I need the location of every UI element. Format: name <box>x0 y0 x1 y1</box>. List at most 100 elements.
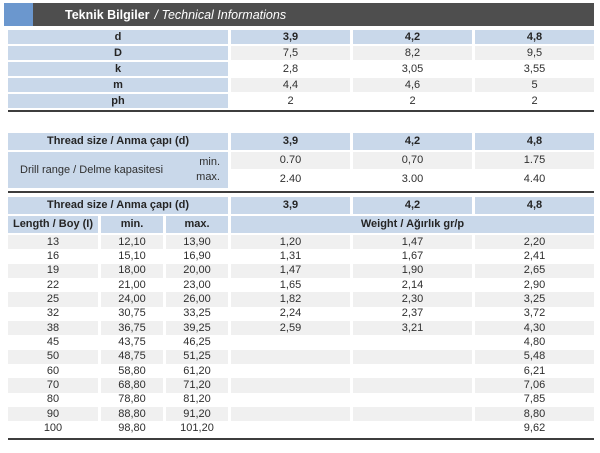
length-value: 45 <box>46 336 60 349</box>
length-range-value: 24,00 <box>101 292 163 307</box>
length-range-value: 78,80 <box>118 393 146 406</box>
lw-size-value: 3,9 <box>231 197 350 214</box>
drill-min-value: 1.75 <box>475 152 594 169</box>
weight-value <box>353 378 472 393</box>
drill-min-value: 0.70 <box>231 152 350 169</box>
drill-table: Thread size / Anma çapı (d) 3,9 4,2 4,8 … <box>8 133 600 188</box>
spec-table: d 3,9 4,2 4,8 D 7,5 8,2 9,5 k 2,8 3,05 3,55 m 4,4 4,6 5… <box>8 30 600 108</box>
spec-row-label: m <box>8 78 228 92</box>
weight-value <box>353 349 472 365</box>
spec-value: 4,6 <box>353 78 472 92</box>
lw-max-label: max. <box>166 216 228 233</box>
drill-size-value: 4,2 <box>353 133 472 150</box>
length-range-value: 39,25 <box>166 321 228 336</box>
spec-value: 8,2 <box>353 46 472 60</box>
length-range-value: 43,75 <box>118 336 146 349</box>
weight-value: 1,90 <box>353 263 472 279</box>
length-range-value: 101,20 <box>180 422 214 435</box>
spec-value: 4,4 <box>231 78 350 92</box>
length-range-value: 91,20 <box>166 407 228 422</box>
weight-value: 3,21 <box>353 321 472 336</box>
divider-line <box>8 437 594 440</box>
weight-value <box>231 378 350 393</box>
drill-range-label: Drill range / Delme kapasitesi <box>20 163 164 176</box>
lw-weight-label: Weight / Ağırlık gr/p <box>231 216 594 233</box>
weight-value: 4,30 <box>475 321 594 336</box>
weight-value <box>231 393 350 407</box>
page-title: Teknik Bilgiler <box>65 7 150 22</box>
spec-value: 2,8 <box>282 62 299 75</box>
weight-value: 2,30 <box>353 292 472 307</box>
weight-value <box>231 364 350 378</box>
spec-value: 9,5 <box>475 46 594 60</box>
length-range-value: 88,80 <box>101 407 163 422</box>
length-value: 13 <box>8 235 98 250</box>
weight-value <box>231 335 350 349</box>
spec-value: 2 <box>287 94 294 107</box>
length-range-value: 12,10 <box>101 235 163 250</box>
spec-value: 2 <box>409 94 416 107</box>
weight-value <box>353 364 472 378</box>
length-range-value: 33,25 <box>183 307 211 320</box>
length-value: 32 <box>46 307 60 320</box>
length-weight-header: Thread size / Anma çapı (d) 3,9 4,2 4,8 … <box>8 197 600 233</box>
weight-value: 9,62 <box>523 422 546 435</box>
length-range-value: 18,00 <box>101 263 163 279</box>
length-range-value: 21,00 <box>118 278 146 291</box>
weight-value: 1,47 <box>231 263 350 279</box>
spec-row-label: ph <box>8 94 228 108</box>
weight-value: 8,80 <box>475 407 594 422</box>
weight-value <box>231 421 350 435</box>
weight-value: 1,47 <box>353 235 472 250</box>
length-range-value: 15,10 <box>118 250 146 263</box>
drill-max-value: 4.40 <box>523 173 546 185</box>
weight-value: 2,37 <box>401 307 424 320</box>
lw-size-value: 4,8 <box>475 197 594 214</box>
length-value: 38 <box>8 321 98 336</box>
length-value: 50 <box>8 349 98 365</box>
drill-min-max-labels: min. max. <box>196 155 220 185</box>
length-range-value: 68,80 <box>101 378 163 393</box>
weight-value: 1,82 <box>231 292 350 307</box>
drill-min-label: min. <box>199 156 220 168</box>
length-range-value: 58,80 <box>118 364 146 377</box>
length-value: 25 <box>8 292 98 307</box>
length-range-value: 46,25 <box>183 336 211 349</box>
weight-value <box>353 407 472 422</box>
drill-range-label-cell: Drill range / Delme kapasitesi min. max. <box>8 152 228 188</box>
weight-value: 1,31 <box>279 250 302 263</box>
lw-length-label: Length / Boy (I) <box>8 216 98 233</box>
weight-value: 3,25 <box>475 292 594 307</box>
length-range-value: 30,75 <box>118 307 146 320</box>
weight-value: 5,48 <box>475 349 594 365</box>
weight-value: 2,90 <box>523 278 546 291</box>
length-range-value: 51,25 <box>166 349 228 365</box>
weight-value: 1,67 <box>401 250 424 263</box>
spec-value: 7,5 <box>231 46 350 60</box>
lw-header-label: Thread size / Anma çapı (d) <box>8 197 228 214</box>
length-value: 60 <box>46 364 60 377</box>
length-range-value: 20,00 <box>166 263 228 279</box>
length-range-value: 71,20 <box>166 378 228 393</box>
length-range-value: 26,00 <box>166 292 228 307</box>
spec-row-label: d <box>8 30 228 44</box>
length-value: 100 <box>43 422 63 435</box>
weight-value: 7,85 <box>523 393 546 406</box>
drill-max-value: 2.40 <box>279 173 302 185</box>
length-range-value: 23,00 <box>183 278 211 291</box>
weight-value: 3,72 <box>523 307 546 320</box>
weight-value: 1,65 <box>279 278 302 291</box>
lw-min-label: min. <box>101 216 163 233</box>
spec-value: 5 <box>475 78 594 92</box>
weight-value <box>353 393 472 407</box>
title-bar: Teknik Bilgiler / Technical Informations <box>4 3 594 26</box>
weight-value: 2,14 <box>401 278 424 291</box>
weight-value: 2,65 <box>475 263 594 279</box>
weight-value <box>353 335 472 349</box>
drill-size-value: 3,9 <box>231 133 350 150</box>
spec-value: 3,55 <box>523 62 546 75</box>
weight-value: 2,24 <box>279 307 302 320</box>
length-value: 22 <box>46 278 60 291</box>
drill-size-value: 4,8 <box>475 133 594 150</box>
spec-value: 4,8 <box>475 30 594 44</box>
